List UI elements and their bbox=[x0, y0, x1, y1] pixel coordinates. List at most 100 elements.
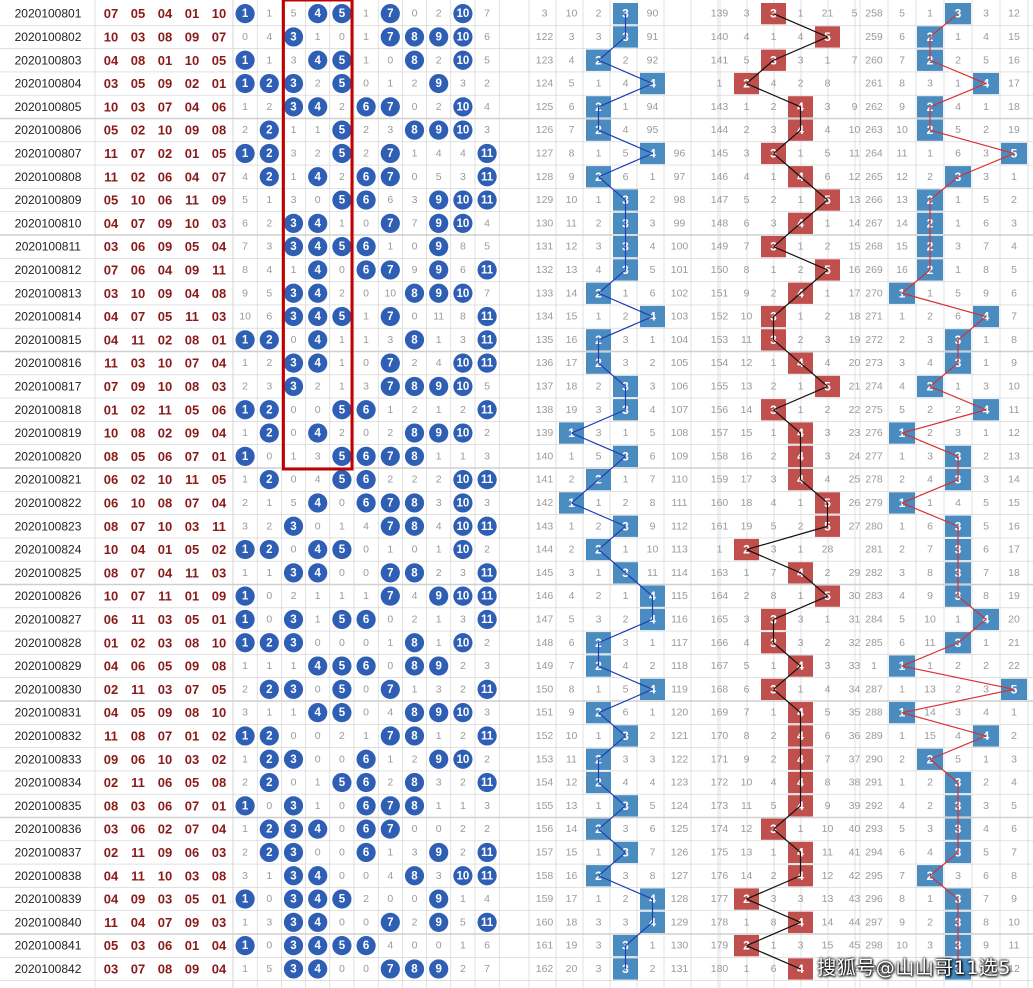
blue-miss: 148 bbox=[536, 637, 554, 649]
draw-number: 04 bbox=[185, 286, 200, 301]
right-miss: 275 bbox=[865, 404, 883, 416]
number-ball-label: 5 bbox=[339, 78, 346, 90]
red-miss: 154 bbox=[711, 357, 729, 369]
number-ball bbox=[308, 936, 328, 956]
blue-miss: 5 bbox=[569, 613, 575, 625]
right-miss: 3 bbox=[983, 474, 989, 486]
red-miss: 1 bbox=[798, 404, 804, 416]
number-ball bbox=[235, 400, 255, 420]
right-miss: 1 bbox=[983, 637, 989, 649]
number-ball-label: 5 bbox=[339, 777, 346, 789]
draw-number: 07 bbox=[131, 565, 145, 580]
blue-miss: 11 bbox=[566, 217, 577, 229]
red-trend-line bbox=[800, 176, 828, 201]
red-miss: 42 bbox=[849, 870, 861, 882]
draw-number: 04 bbox=[185, 169, 200, 184]
red-miss: 1 bbox=[771, 171, 777, 183]
right-miss: 9 bbox=[927, 590, 933, 602]
miss-count: 1 bbox=[436, 613, 442, 625]
draw-number: 05 bbox=[212, 682, 226, 697]
number-ball-label: 11 bbox=[481, 917, 494, 929]
red-miss: 174 bbox=[711, 823, 729, 835]
miss-count: 0 bbox=[291, 777, 297, 789]
red-miss: 10 bbox=[849, 124, 861, 136]
draw-number: 03 bbox=[212, 565, 226, 580]
number-ball bbox=[453, 376, 473, 397]
miss-count: 2 bbox=[412, 357, 418, 369]
blue-trend-line bbox=[571, 432, 626, 457]
miss-count: 1 bbox=[315, 124, 321, 136]
number-ball bbox=[332, 4, 352, 24]
blue-miss: 17 bbox=[566, 893, 578, 905]
number-ball-label: 4 bbox=[314, 311, 321, 323]
miss-count: 1 bbox=[315, 590, 321, 602]
miss-count: 1 bbox=[387, 753, 393, 765]
issue-number: 2020100833 bbox=[15, 752, 82, 766]
draw-number: 10 bbox=[158, 752, 172, 767]
draw-number: 01 bbox=[104, 635, 118, 650]
draw-number: 01 bbox=[212, 798, 226, 813]
miss-count: 0 bbox=[363, 916, 369, 928]
miss-count: 2 bbox=[266, 520, 272, 532]
blue-miss: 3 bbox=[596, 613, 602, 625]
right-miss: 11 bbox=[897, 147, 908, 159]
blue-trend-line bbox=[598, 828, 626, 853]
right-miss: 291 bbox=[865, 777, 883, 789]
red-miss: 3 bbox=[798, 613, 804, 625]
right-miss: 7 bbox=[983, 893, 989, 905]
red-miss: 2 bbox=[771, 450, 777, 462]
red-miss: 1 bbox=[798, 8, 804, 20]
red-trend-line bbox=[746, 898, 801, 923]
draw-number: 06 bbox=[158, 169, 172, 184]
red-miss: 1 bbox=[825, 613, 831, 625]
number-ball bbox=[356, 772, 376, 793]
blue-miss: 129 bbox=[536, 194, 554, 206]
number-ball-label: 8 bbox=[411, 777, 418, 789]
miss-count: 3 bbox=[266, 916, 272, 928]
right-miss: 6 bbox=[927, 520, 933, 532]
number-ball-label: 5 bbox=[339, 451, 346, 463]
number-ball-label: 6 bbox=[363, 241, 369, 253]
miss-count: 4 bbox=[387, 707, 393, 719]
miss-count: 3 bbox=[291, 147, 297, 159]
draw-number: 05 bbox=[185, 775, 199, 790]
number-ball bbox=[380, 563, 400, 583]
red-miss: 9 bbox=[825, 800, 831, 812]
red-miss: 4 bbox=[798, 31, 804, 43]
blue-miss: 121 bbox=[671, 730, 689, 742]
issue-number: 2020100837 bbox=[15, 845, 82, 859]
right-miss: 2 bbox=[955, 54, 961, 66]
right-miss: 3 bbox=[927, 823, 933, 835]
number-ball-label: 10 bbox=[457, 591, 470, 603]
right-miss: 3 bbox=[955, 870, 961, 882]
miss-count: 1 bbox=[460, 893, 466, 905]
right-miss: 8 bbox=[1011, 870, 1017, 882]
issue-number: 2020100825 bbox=[15, 566, 82, 580]
red-miss: 14 bbox=[741, 870, 753, 882]
right-miss: 15 bbox=[896, 241, 908, 253]
number-ball bbox=[453, 866, 473, 886]
red-miss: 148 bbox=[711, 217, 729, 229]
miss-count: 1 bbox=[242, 474, 248, 486]
red-miss: 6 bbox=[825, 730, 831, 742]
red-miss: 15 bbox=[822, 940, 834, 952]
right-miss: 1 bbox=[1011, 171, 1017, 183]
right-block-label: 4 bbox=[983, 310, 990, 324]
number-ball bbox=[308, 819, 328, 839]
right-miss: 12 bbox=[1008, 963, 1020, 975]
right-trend-line bbox=[957, 316, 987, 341]
red-trend-line bbox=[800, 362, 828, 387]
miss-count: 0 bbox=[412, 544, 418, 556]
number-ball-label: 6 bbox=[363, 940, 369, 952]
right-miss: 13 bbox=[1008, 450, 1020, 462]
red-miss: 4 bbox=[771, 78, 777, 90]
blue-miss: 106 bbox=[671, 380, 689, 392]
draw-number: 08 bbox=[185, 705, 199, 720]
draw-number: 03 bbox=[185, 752, 199, 767]
blue-miss: 3 bbox=[623, 916, 629, 928]
miss-count: 0 bbox=[291, 404, 297, 416]
number-ball bbox=[259, 726, 279, 746]
number-ball-label: 6 bbox=[363, 171, 369, 183]
miss-count: 2 bbox=[315, 147, 321, 159]
blue-trend-line bbox=[598, 292, 653, 318]
